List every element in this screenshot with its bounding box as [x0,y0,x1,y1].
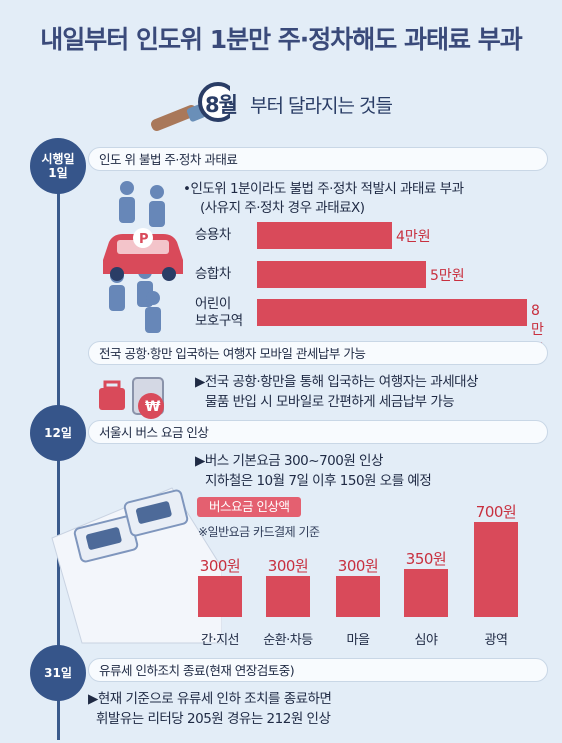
vbar [404,569,448,617]
section-desc-line: 휘발유는 리터당 205원 경유는 212원 인상 [96,711,331,727]
timeline-marker-day31: 31일 [30,645,86,701]
vbar [198,576,242,617]
hbar-category-label: 승합차 [195,266,231,282]
vbar-value-label: 300원 [337,557,379,575]
vbar [474,522,518,617]
hbar-value-label: 5만원 [430,268,465,284]
hbar [257,299,527,326]
bus-chart-note: ※일반요금 카드결제 기준 [198,525,320,539]
hbar-category-label: 어린이 보호구역 [195,296,243,329]
section-heading-customs: 전국 공항·항만 입국하는 여행자 모바일 관세납부 가능 [88,341,548,365]
hbar-value-label: 4만원 [396,229,431,245]
magnifier-icon [151,82,230,132]
section-desc-line: (사유지 주·정차 경우 과태료X) [200,200,365,216]
timeline-marker-day12: 12일 [30,405,86,461]
car-icon: P [103,228,183,281]
timeline-marker-day1: 시행일 1일 [30,138,86,194]
section-heading-fuel: 유류세 인하조치 종료(현재 연장검토중) [88,658,548,682]
vbar-category-label: 순환·차등 [263,633,313,648]
bus-chart-tag: 버스요금 인상액 [197,497,302,517]
section-heading-parking: 인도 위 불법 주·정차 과태료 [88,147,548,171]
section-desc-line: ▶전국 공항·항만을 통해 입국하는 여행자는 과세대상 [195,374,478,390]
parking-illustration: P [103,181,183,333]
vbar [336,576,380,617]
hbar [257,261,426,288]
vbar-value-label: 300원 [199,557,241,575]
section-desc-line: 지하철은 10월 7일 이후 150원 오를 예정 [205,473,432,489]
subtitle: 8월 부터 달라지는 것들 [150,82,450,132]
section-desc-line: ▶버스 기본요금 300~700원 인상 [195,453,383,469]
subtitle-highlight: 8월 [205,93,238,117]
page-title: 내일부터 인도위 1분만 주·정차해도 과태료 부과 [40,25,522,54]
transit-card-illustration [51,487,222,644]
svg-text:₩: ₩ [145,399,161,415]
vbar-value-label: 700원 [475,503,517,521]
vbar-category-label: 광역 [484,633,508,648]
hbar-category-label: 승용차 [195,227,231,243]
vbar-value-label: 300원 [267,557,309,575]
section-desc-line: ▶현재 기준으로 유류세 인하 조치를 종료하면 [88,691,332,707]
vbar-value-label: 350원 [405,550,447,568]
vbar-category-label: 간·지선 [200,633,240,648]
svg-text:P: P [139,232,149,247]
hbar [257,222,392,249]
section-desc-line: 물품 반입 시 모바일로 간편하게 세금납부 가능 [205,394,455,410]
section-desc-line: •인도위 1분이라도 불법 주·정차 적발시 과태료 부과 [183,181,464,197]
vbar-category-label: 심야 [414,633,438,648]
subtitle-rest: 부터 달라지는 것들 [250,95,393,117]
section-heading-bus: 서울시 버스 요금 인상 [88,420,548,444]
vbar [266,576,310,617]
luggage-icon: ₩ [99,377,164,419]
vbar-category-label: 마을 [346,633,370,648]
